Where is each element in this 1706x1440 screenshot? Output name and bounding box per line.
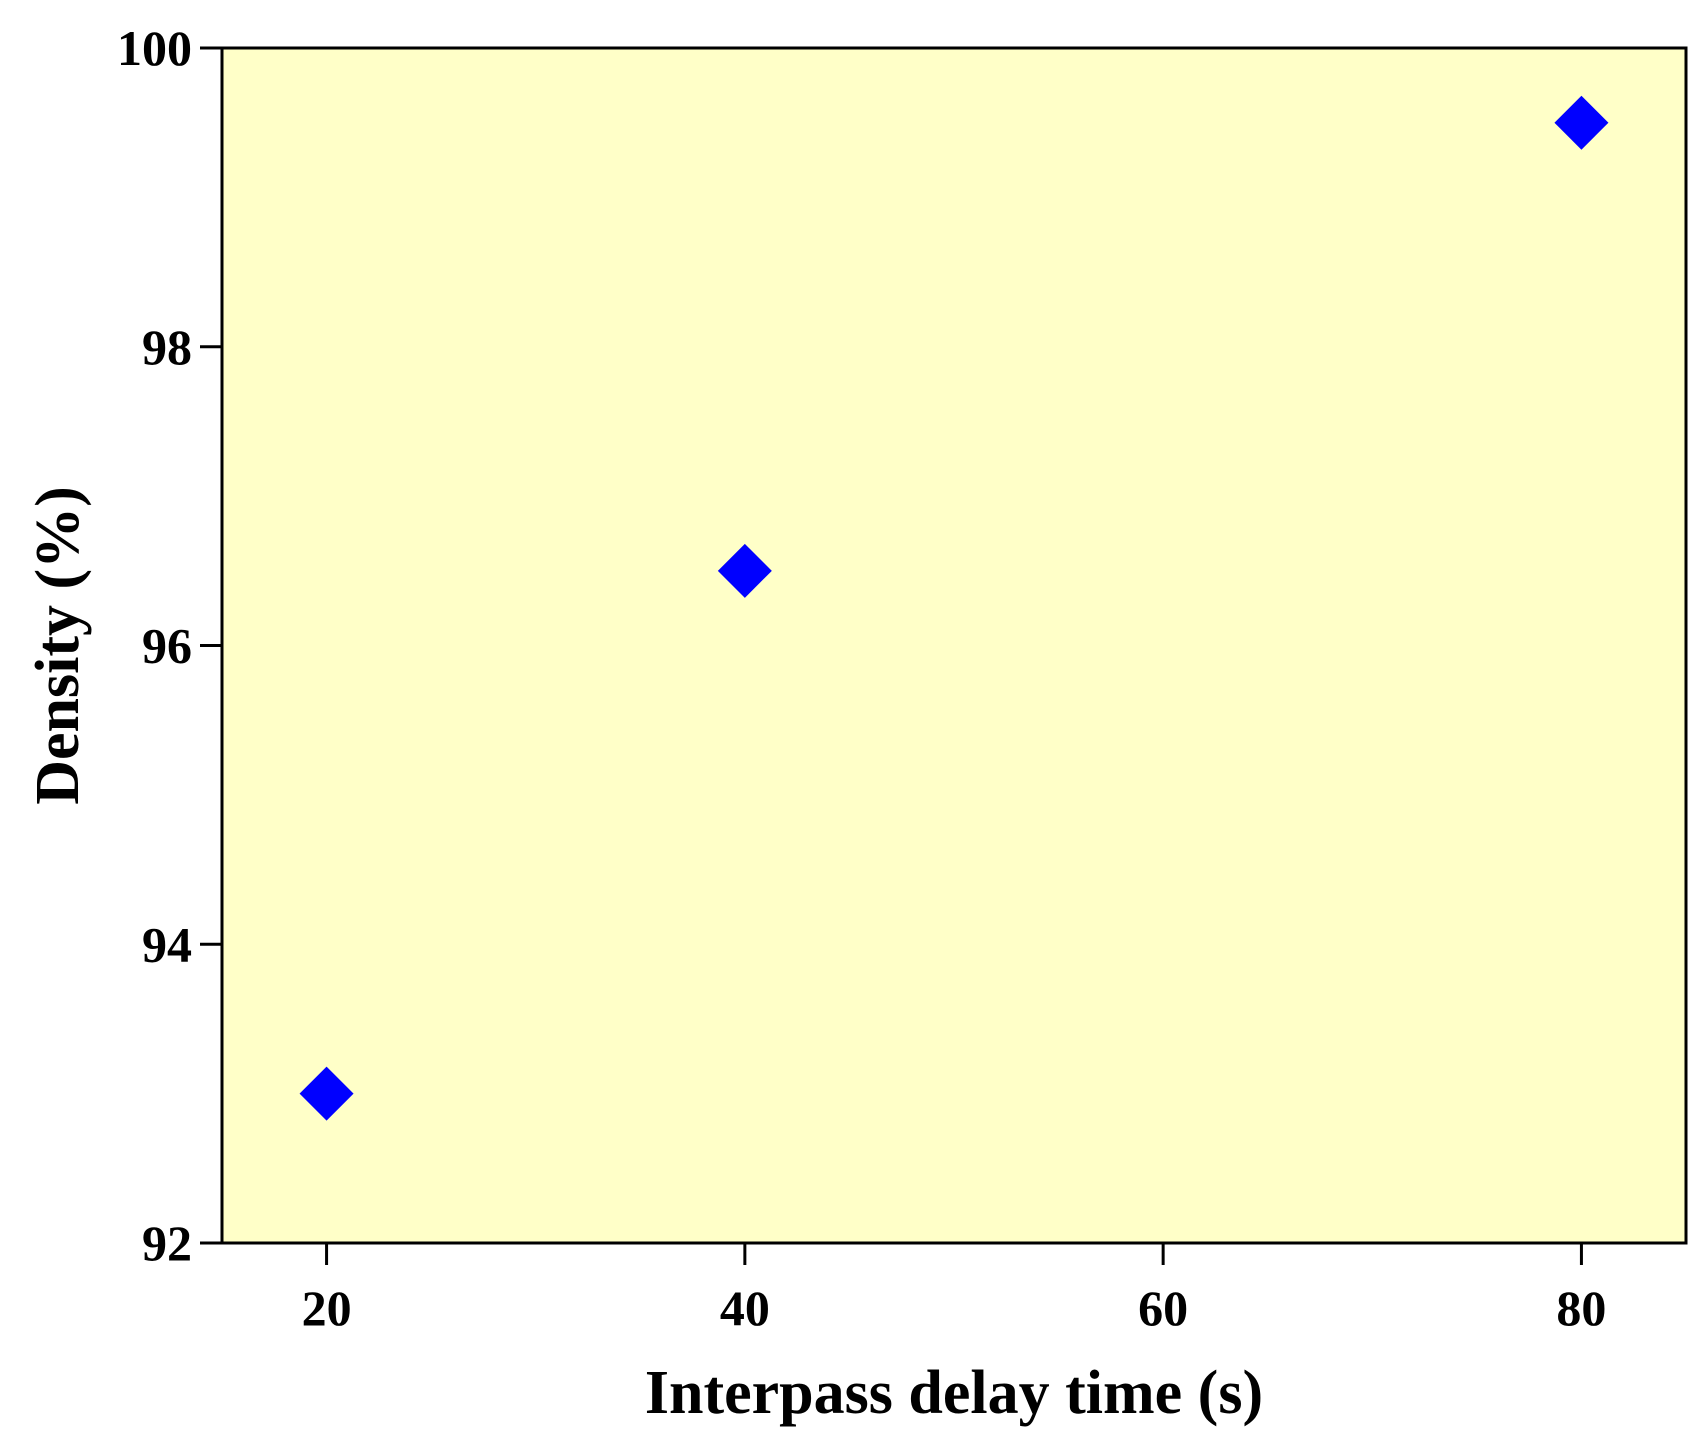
data-points: [299, 95, 1609, 1121]
y-tick-label: 92: [142, 1215, 192, 1271]
y-tick-label: 94: [142, 916, 192, 972]
data-point: [1554, 95, 1609, 150]
data-point: [717, 543, 772, 598]
x-axis: 20 40 60 80: [302, 1243, 1606, 1336]
y-axis: 92 94 96 98 100: [117, 20, 222, 1271]
y-tick-label: 96: [142, 618, 192, 674]
x-axis-title: Interpass delay time (s): [645, 1359, 1263, 1427]
y-axis-title: Density (%): [24, 486, 92, 805]
x-tick-label: 60: [1138, 1280, 1188, 1336]
y-tick-label: 98: [142, 319, 192, 375]
y-tick-label: 100: [117, 20, 192, 76]
x-tick-label: 40: [720, 1280, 770, 1336]
data-point: [299, 1066, 354, 1121]
x-tick-label: 20: [302, 1280, 352, 1336]
x-tick-label: 80: [1556, 1280, 1606, 1336]
plot-area: [220, 46, 1688, 1245]
